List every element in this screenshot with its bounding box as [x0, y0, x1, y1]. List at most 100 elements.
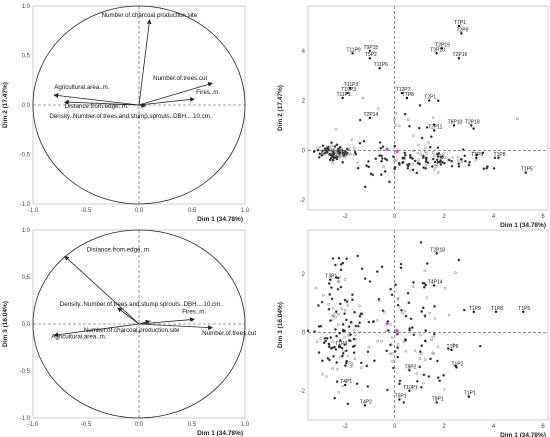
individual-point	[365, 364, 369, 368]
individual-point	[436, 376, 440, 379]
individual-point	[356, 166, 360, 170]
individual-point	[337, 256, 341, 260]
point-label: T5P1	[395, 394, 407, 400]
individual-point	[329, 148, 332, 152]
individual-point	[436, 146, 440, 149]
individual-point	[432, 123, 436, 126]
point-label: T1P2	[451, 361, 463, 367]
y-tick-label: 1.0	[22, 4, 31, 10]
individual-point	[318, 156, 321, 159]
individual-point	[352, 351, 356, 354]
individual-point	[392, 159, 396, 163]
individual-point	[442, 152, 445, 156]
individual-point	[338, 331, 341, 335]
individual-point	[329, 347, 333, 350]
x-tick-label: 0.5	[188, 208, 197, 214]
individual-point	[334, 328, 337, 331]
labelled-point	[435, 52, 438, 55]
individual-point	[393, 350, 397, 353]
individual-point	[397, 161, 401, 165]
individual-point	[399, 262, 403, 266]
y-tick-label: 2	[302, 272, 306, 278]
individual-point	[420, 136, 424, 140]
individual-point	[324, 148, 328, 152]
point-label: T2P19	[435, 42, 450, 48]
labelled-point	[494, 310, 498, 314]
individual-point	[341, 354, 344, 358]
individual-point	[415, 372, 419, 375]
individual-point	[332, 156, 336, 160]
individual-point	[380, 157, 384, 160]
labelled-point	[378, 66, 381, 70]
individual-point	[367, 320, 371, 324]
individual-point	[436, 171, 440, 174]
individual-point	[351, 298, 354, 302]
individual-point	[336, 368, 339, 371]
individual-point	[404, 314, 408, 318]
individual-point	[390, 336, 394, 340]
individual-point	[425, 262, 429, 265]
point-label: T5P2	[365, 52, 377, 58]
individual-point	[331, 161, 334, 165]
individual-point	[433, 168, 436, 171]
individual-point	[423, 314, 427, 318]
individual-point	[403, 112, 407, 116]
point-label: T2P9	[456, 27, 468, 33]
vector-label: Number.of.trees.cut	[202, 330, 256, 337]
variable-vector	[117, 307, 140, 325]
individual-point	[429, 357, 432, 361]
supplementary-point	[385, 321, 389, 326]
labelled-point	[405, 96, 409, 100]
vector-label: Agricultural.area..m.	[54, 84, 110, 91]
individual-point	[322, 341, 326, 345]
individual-point	[415, 171, 419, 175]
individual-point	[338, 339, 342, 342]
individual-point	[341, 151, 344, 154]
individual-point	[403, 151, 407, 155]
individual-point	[357, 324, 360, 328]
individual-point	[360, 361, 363, 365]
point-label: T1P1	[464, 391, 476, 397]
individual-point	[323, 336, 327, 340]
variable-vector	[64, 99, 140, 106]
point-label: T8P10	[448, 119, 463, 125]
individual-point	[331, 257, 335, 260]
individual-point	[425, 152, 428, 155]
individual-point	[426, 161, 430, 164]
individual-point	[389, 287, 392, 291]
x-tick-label: 0.5	[188, 422, 197, 428]
y-tick-label: 0.5	[22, 54, 31, 60]
individual-point	[424, 167, 427, 170]
individual-point	[344, 155, 348, 158]
y-tick-label: 0	[302, 148, 306, 154]
individual-point	[317, 351, 321, 354]
individual-point	[434, 165, 438, 169]
individual-point	[463, 154, 466, 158]
individual-point	[336, 323, 340, 326]
individual-point	[345, 257, 348, 261]
x-tick-label: 4	[492, 214, 496, 220]
individual-point	[367, 165, 371, 169]
individual-point	[435, 158, 439, 162]
individual-point	[380, 159, 383, 163]
individual-point	[380, 339, 384, 343]
individual-point	[436, 99, 440, 102]
individual-point	[342, 328, 345, 332]
individual-point	[396, 346, 399, 349]
individual-point	[450, 164, 454, 168]
individual-point	[358, 304, 361, 308]
individual-point	[478, 344, 482, 348]
individual-point	[344, 343, 347, 346]
variable-vector	[64, 255, 140, 325]
individual-point	[334, 276, 338, 279]
individual-point	[432, 335, 435, 339]
individual-point	[438, 379, 441, 382]
point-label: T1P6	[447, 344, 459, 350]
individual-point	[461, 148, 465, 151]
individual-point	[389, 343, 392, 347]
individual-point	[324, 339, 327, 343]
individual-point	[343, 364, 347, 367]
individual-point	[431, 157, 435, 161]
individual-point	[441, 160, 444, 164]
labelled-point	[348, 86, 352, 90]
